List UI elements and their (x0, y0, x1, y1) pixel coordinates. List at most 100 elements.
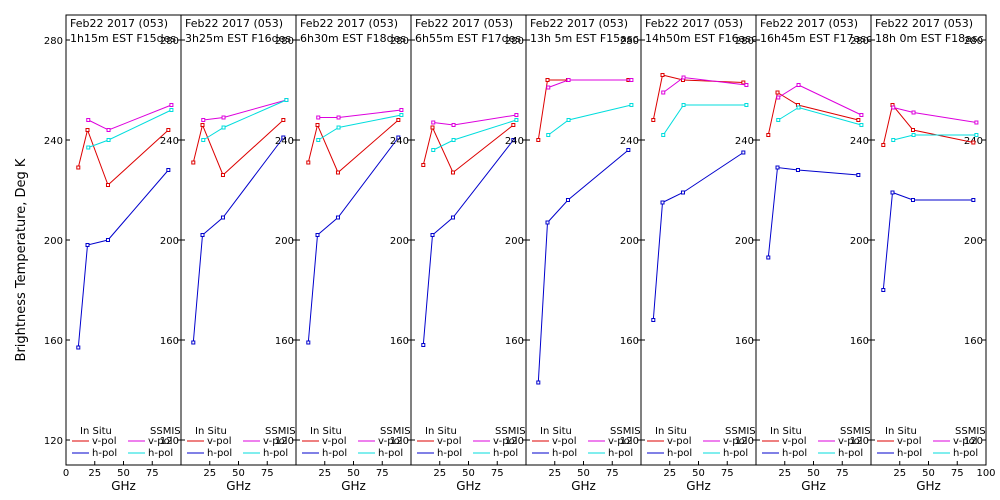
data-point-ssmis-h (399, 113, 404, 117)
panel-7: 120 160 200 240 280 25 50 75 GHz Feb22 2017 (053)… (735, 14, 872, 493)
legend-title-insitu: In Situ (310, 426, 342, 437)
legend-title-insitu: In Situ (425, 426, 457, 437)
x-tick-label: 25 (548, 468, 561, 479)
data-point-insitu-v (881, 143, 886, 147)
data-point-ssmis-v (514, 113, 519, 117)
data-point-insitu-h (910, 198, 915, 202)
panel-title-date: Feb22 2017 (053) (760, 17, 858, 30)
data-point-insitu-h (315, 233, 320, 237)
legend-label: h-pol (263, 448, 288, 459)
data-point-ssmis-v (796, 83, 801, 87)
data-point-ssmis-v (316, 115, 321, 120)
data-point-ssmis-h (169, 108, 174, 112)
data-point-ssmis-h (86, 145, 91, 150)
x-tick-label: 25 (433, 468, 446, 479)
data-point-insitu-v (430, 125, 435, 130)
data-point-ssmis-h (106, 138, 111, 142)
data-point-ssmis-h (514, 118, 519, 122)
panel-1: 120 160 200 240 280 0 25 50 75 GHz Feb22 2017 (053… (44, 14, 182, 493)
x-tick-label: 75 (721, 468, 734, 479)
x-tick-label: 25 (778, 468, 791, 479)
series-line-insitu-v (767, 91, 859, 136)
data-point-insitu-h (775, 165, 780, 170)
legend-label: h-pol (953, 448, 978, 459)
data-point-ssmis-h (221, 125, 226, 130)
data-point-ssmis-v (201, 118, 206, 122)
data-point-ssmis-v (431, 120, 436, 125)
y-tick-label: 120 (850, 436, 869, 447)
y-tick-label: 160 (505, 336, 524, 347)
panel-title-date: Feb22 2017 (053) (875, 17, 973, 30)
legend-label: h-pol (897, 448, 922, 459)
data-point-insitu-h (766, 255, 771, 260)
x-tick-label: 75 (836, 468, 849, 479)
panel-title-time: 14h50m EST F16asc (645, 32, 757, 45)
x-tick-label: 50 (577, 468, 590, 479)
x-tick-label: 75 (261, 468, 274, 479)
legend-label: h-pol (207, 448, 232, 459)
x-tick-label: 75 (491, 468, 504, 479)
x-tick-label: 75 (951, 468, 964, 479)
y-tick-label: 240 (44, 136, 63, 147)
y-tick-label: 280 (44, 36, 63, 47)
y-tick-label: 120 (964, 436, 983, 447)
data-point-insitu-h (200, 233, 205, 237)
legend-label: v-pol (667, 436, 692, 447)
y-tick-label: 280 (620, 36, 639, 47)
x-axis-label: GHz (226, 479, 251, 493)
data-point-insitu-v (910, 128, 915, 132)
data-point-insitu-h (660, 200, 665, 205)
y-tick-label: 200 (275, 236, 294, 247)
panel-title-time: 6h55m EST F17des (415, 32, 521, 45)
legend-label: v-pol (437, 436, 462, 447)
data-point-insitu-v (306, 160, 311, 165)
y-tick-label: 160 (44, 336, 63, 347)
y-tick-label: 280 (275, 36, 294, 47)
data-point-insitu-h (191, 340, 196, 345)
data-point-ssmis-v (221, 115, 226, 120)
data-point-insitu-v (545, 78, 550, 82)
x-axis-label: GHz (801, 479, 826, 493)
legend-label: v-pol (207, 436, 232, 447)
x-axis-label: GHz (456, 479, 481, 493)
legend-title-ssmis: SSMIS (840, 426, 871, 437)
data-point-ssmis-h (451, 138, 456, 142)
y-tick-label: 280 (505, 36, 524, 47)
legend-title-insitu: In Situ (195, 426, 227, 437)
y-tick-label: 280 (850, 36, 869, 47)
series-line-insitu-v (882, 103, 974, 146)
legend-title-insitu: In Situ (655, 426, 687, 437)
y-tick-label: 160 (390, 336, 409, 347)
data-point-ssmis-v (566, 78, 571, 82)
data-point-insitu-v (856, 118, 861, 122)
legend-title-ssmis: SSMIS (380, 426, 411, 437)
y-axis-label: Brightness Temperature, Deg K (14, 158, 29, 361)
data-point-insitu-h (971, 198, 976, 202)
data-point-ssmis-h (336, 125, 341, 130)
data-point-ssmis-v (86, 118, 91, 122)
data-point-insitu-v (421, 163, 426, 167)
x-axis-label: GHz (571, 479, 596, 493)
legend-title-insitu: In Situ (885, 426, 917, 437)
panel-title-date: Feb22 2017 (053) (530, 17, 628, 30)
series-line-insitu-h (882, 191, 974, 291)
panel-title-time: 16h45m EST F17asc (760, 32, 872, 45)
x-tick-label: 25 (88, 468, 101, 479)
data-point-insitu-v (396, 118, 401, 122)
legend-label: v-pol (552, 436, 577, 447)
legend-title-ssmis: SSMIS (610, 426, 641, 437)
legend-title-ssmis: SSMIS (725, 426, 756, 437)
y-tick-label: 240 (275, 136, 294, 147)
series-line-insitu-h (537, 149, 629, 383)
x-tick-label: 50 (807, 468, 820, 479)
y-tick-label: 160 (620, 336, 639, 347)
data-point-insitu-v (315, 123, 320, 127)
y-tick-label: 280 (735, 36, 754, 47)
data-point-ssmis-h (776, 118, 781, 122)
data-point-insitu-h (626, 148, 631, 152)
series-line-insitu-v (192, 119, 284, 176)
legend-label: v-pol (378, 436, 403, 447)
data-point-ssmis-v (974, 120, 979, 125)
x-tick-label: 50 (347, 468, 360, 479)
data-point-ssmis-v (911, 110, 916, 115)
